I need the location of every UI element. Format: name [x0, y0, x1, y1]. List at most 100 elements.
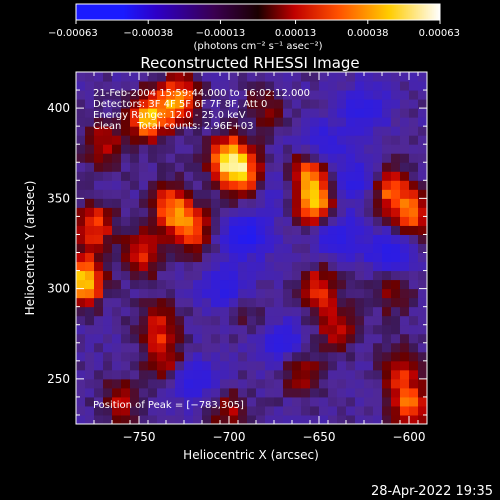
heatmap-cell [301, 333, 311, 344]
heatmap-cell [211, 207, 221, 217]
heatmap-cell [148, 171, 158, 181]
heatmap-cell [76, 99, 86, 109]
heatmap-cell [157, 162, 167, 172]
heatmap-cell [256, 234, 266, 244]
heatmap-cell [382, 153, 392, 163]
heatmap-cell [319, 315, 329, 326]
colorbar-tick-label: −0.00013 [196, 28, 246, 39]
heatmap-cell [229, 252, 239, 263]
heatmap-cell [103, 360, 113, 371]
heatmap-cell [166, 414, 176, 425]
heatmap-cell [94, 369, 104, 380]
heatmap-cell [193, 369, 203, 380]
heatmap-cell [247, 324, 257, 335]
heatmap-cell [202, 72, 212, 82]
heatmap-cell [364, 342, 374, 353]
heatmap-cell [400, 396, 410, 407]
heatmap-cell [238, 225, 248, 235]
heatmap-cell [328, 306, 338, 317]
heatmap-cell [391, 351, 401, 362]
heatmap-cell [355, 162, 365, 172]
heatmap-cell [76, 270, 86, 281]
heatmap-cell [130, 126, 140, 136]
heatmap-cell [418, 342, 428, 353]
heatmap-cell [139, 396, 149, 407]
heatmap-cell [202, 369, 212, 380]
heatmap-cell [238, 405, 248, 416]
heatmap-cell [76, 108, 86, 118]
heatmap-cell [229, 360, 239, 371]
heatmap-cell [112, 297, 122, 308]
heatmap-cell [382, 405, 392, 416]
heatmap-cell [364, 387, 374, 398]
heatmap-cell [103, 369, 113, 380]
heatmap-cell [301, 153, 311, 163]
heatmap-cell [400, 360, 410, 371]
x-tick-label: −700 [213, 430, 246, 444]
heatmap-cell [175, 198, 185, 208]
heatmap-cell [265, 396, 275, 407]
heatmap-cell [85, 198, 95, 208]
heatmap-cell [247, 261, 257, 272]
heatmap-cell [193, 342, 203, 353]
heatmap-cell [328, 225, 338, 235]
heatmap-cell [139, 153, 149, 163]
heatmap-cell [400, 342, 410, 353]
heatmap-cell [85, 99, 95, 109]
heatmap-cell [256, 90, 266, 100]
heatmap-cell [94, 414, 104, 425]
heatmap-cell [319, 72, 329, 82]
heatmap-cell [319, 378, 329, 389]
heatmap-cell [418, 90, 428, 100]
heatmap-cell [418, 144, 428, 154]
heatmap-cell [409, 378, 419, 389]
heatmap-cell [373, 324, 383, 335]
heatmap-cell [310, 387, 320, 398]
heatmap-cell [373, 270, 383, 281]
heatmap-cell [175, 225, 185, 235]
heatmap-cell [103, 207, 113, 217]
heatmap-cell [418, 207, 428, 217]
heatmap-cell [265, 252, 275, 263]
heatmap-cell [202, 378, 212, 389]
heatmap-cell [76, 315, 86, 326]
heatmap-cell [166, 297, 176, 308]
heatmap-cell [301, 99, 311, 109]
heatmap-cell [139, 108, 149, 118]
heatmap-cell [238, 234, 248, 244]
heatmap-cell [373, 135, 383, 145]
heatmap-cell [148, 162, 158, 172]
heatmap-cell [355, 297, 365, 308]
heatmap-cell [328, 414, 338, 425]
heatmap-cell [121, 99, 131, 109]
heatmap-cell [76, 396, 86, 407]
heatmap-cell [166, 99, 176, 109]
heatmap-cell [103, 90, 113, 100]
heatmap-cell [310, 351, 320, 362]
heatmap-cell [121, 162, 131, 172]
heatmap-cell [229, 207, 239, 217]
heatmap-cell [319, 225, 329, 235]
heatmap-cell [103, 405, 113, 416]
heatmap-cell [337, 351, 347, 362]
heatmap-cell [202, 162, 212, 172]
heatmap-cell [409, 108, 419, 118]
heatmap-cell [121, 315, 131, 326]
heatmap-cell [139, 279, 149, 290]
heatmap-cell [301, 405, 311, 416]
heatmap-cell [292, 198, 302, 208]
heatmap-cell [103, 324, 113, 335]
heatmap-cell [364, 270, 374, 281]
heatmap-cell [238, 198, 248, 208]
heatmap-cell [409, 162, 419, 172]
heatmap-cell [211, 144, 221, 154]
heatmap-cell [355, 351, 365, 362]
heatmap-cell [382, 189, 392, 199]
heatmap-cell [328, 126, 338, 136]
heatmap-cell [364, 306, 374, 317]
heatmap-cell [148, 315, 158, 326]
heatmap-cell [193, 72, 203, 82]
heatmap-cell [139, 189, 149, 199]
heatmap-cell [400, 207, 410, 217]
heatmap-cell [202, 81, 212, 91]
